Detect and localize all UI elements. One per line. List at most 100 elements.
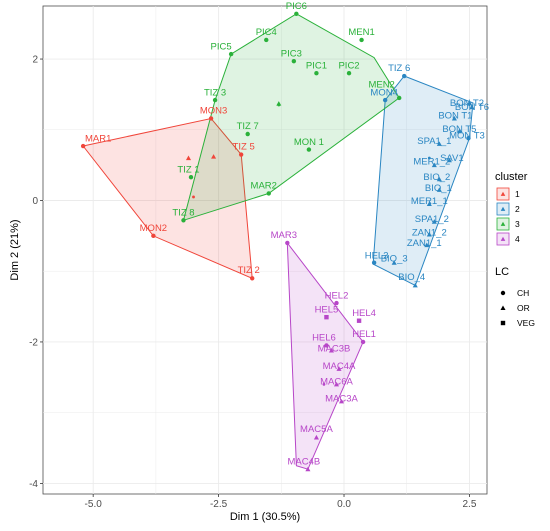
data-point [212,97,218,103]
data-point [469,104,475,110]
data-point [451,115,457,121]
legend-lc-label: OR [517,303,530,313]
data-point [371,260,377,265]
data-point [291,58,297,64]
point-label: MAR1 [85,133,111,144]
data-point [382,97,388,103]
point-label: MER1_1 [411,196,448,207]
point-label: MAR2 [251,181,277,192]
legend-lc-marker [500,320,506,326]
point-label: MON2 [140,223,167,234]
point-label: HEL1 [352,329,376,340]
data-point [431,219,437,224]
point-label: MAC4B [288,456,321,467]
data-point [80,143,86,149]
data-points [80,11,475,472]
data-point [333,381,340,387]
data-point [188,174,194,180]
data-point [424,242,430,248]
data-point [466,136,471,141]
point-label: PIC2 [338,60,359,71]
point-label: SAV1 [440,153,464,164]
data-point [294,11,299,16]
point-label: BON T6 [455,102,489,113]
point-label: MON3 [200,106,227,117]
cluster-centroid-2 [427,156,431,160]
point-label: TIZ 7 [237,121,259,132]
x-tick-label: 0.0 [337,499,351,510]
data-point [208,116,214,121]
data-point [185,155,192,161]
data-point [328,347,335,353]
data-point [360,339,366,345]
point-label: SPA1_2 [415,214,449,225]
legend-cluster-label: 2 [515,204,520,214]
point-label: SPA1_1 [417,136,451,147]
legend-cluster-title: cluster [495,171,528,183]
y-tick-label: -2 [29,337,38,348]
data-point [466,100,472,105]
grid [43,6,487,494]
data-point [151,233,156,239]
x-tick-label: 2.5 [462,499,476,510]
point-label: HEL5 [315,304,339,315]
y-tick-label: 2 [32,55,38,66]
point-label: MAC3B [318,343,351,354]
data-point [397,95,402,101]
legend-lc-label: VEG [517,318,535,328]
data-point [305,466,311,472]
data-point [359,37,364,43]
data-point [402,73,407,79]
data-point [446,157,452,163]
data-point [264,37,269,43]
legend-cluster-label: 1 [515,189,520,199]
cluster-centroid-1 [192,195,195,199]
data-point [306,147,312,152]
legend-lc-label: CH [517,288,529,298]
data-point [338,398,345,404]
point-label: ZAN1_2 [412,227,447,238]
data-point [250,276,255,281]
point-label: HEL3 [365,251,389,262]
legend-cluster-label: 3 [515,219,520,229]
point-label: MON 1 [294,137,324,148]
axes: -5.0 -2.5 0.0 2.5 -4 -2 0 2 [29,55,477,510]
y-tick-label: -4 [29,479,38,490]
legend-cluster-marker [500,206,506,211]
legend-lc-title: LC [495,266,509,278]
cluster-centroid-4 [322,382,326,386]
point-label: BIO_4 [398,272,425,283]
y-axis-title: Dim 2 (21%) [9,219,21,280]
point-label: MAC6A [320,377,353,388]
point-label: BON T5 [442,124,476,135]
data-point [285,240,290,246]
cluster-hull-1 [82,117,253,280]
point-label: MAC5A [300,424,333,435]
data-point [266,191,271,196]
x-tick-label: -2.5 [210,499,228,510]
cluster-centroid-3 [277,103,281,107]
point-label: ZAN1_1 [407,238,442,249]
data-point [334,300,339,306]
data-point [412,282,418,288]
legend-cluster-label: 4 [515,234,520,244]
point-label: PIC4 [256,27,277,38]
data-point [346,70,352,76]
data-point [336,366,342,371]
legend-lc-marker [500,305,506,311]
point-label: BIO_3 [381,253,408,264]
point-label: TIZ 3 [204,87,226,98]
legend-cluster-marker [500,236,506,241]
y-tick-label: 0 [32,196,38,207]
data-point [456,128,462,134]
legend-cluster-marker [500,191,506,196]
point-label: TIZ 1 [177,164,199,175]
point-label: BIO_1 [425,183,452,194]
legend-cluster-marker [500,221,506,226]
x-tick-label: -5.0 [85,499,103,510]
point-label: PIC6 [286,1,307,12]
data-point [238,152,244,157]
point-label: PIC5 [211,41,232,52]
